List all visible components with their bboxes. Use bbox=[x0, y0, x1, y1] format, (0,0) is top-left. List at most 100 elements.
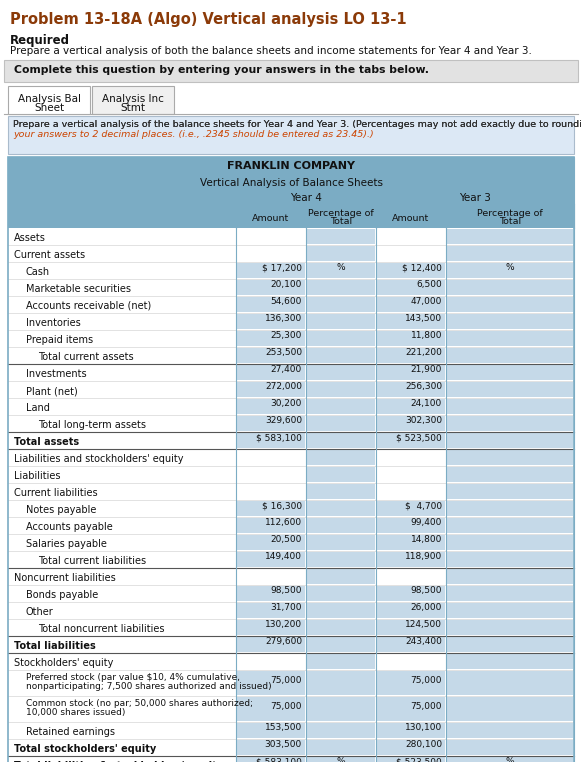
Bar bbox=[307, 365, 375, 380]
Text: Prepare a vertical analysis of the balance sheets for Year 4 and Year 3. (Percen: Prepare a vertical analysis of the balan… bbox=[13, 120, 582, 129]
Text: FRANKLIN COMPANY: FRANKLIN COMPANY bbox=[227, 161, 355, 171]
Text: Land: Land bbox=[26, 403, 50, 413]
Bar bbox=[8, 86, 90, 114]
Bar bbox=[447, 246, 573, 261]
Text: 25,300: 25,300 bbox=[271, 331, 302, 340]
Text: 329,600: 329,600 bbox=[265, 416, 302, 425]
Bar bbox=[377, 637, 445, 652]
Bar bbox=[8, 653, 574, 670]
Bar bbox=[237, 637, 305, 652]
Bar bbox=[377, 399, 445, 414]
Bar bbox=[307, 501, 375, 516]
Bar bbox=[8, 415, 574, 432]
Bar bbox=[447, 382, 573, 397]
Bar bbox=[307, 314, 375, 329]
Bar bbox=[8, 381, 574, 398]
Text: 256,300: 256,300 bbox=[405, 382, 442, 391]
Text: 243,400: 243,400 bbox=[405, 637, 442, 646]
Text: 149,400: 149,400 bbox=[265, 552, 302, 561]
Bar bbox=[237, 757, 305, 762]
Text: Retained earnings: Retained earnings bbox=[26, 727, 115, 737]
Bar bbox=[237, 297, 305, 312]
Text: Total liabilities & stockholders' equity: Total liabilities & stockholders' equity bbox=[14, 761, 223, 762]
Text: 130,100: 130,100 bbox=[404, 723, 442, 732]
Bar bbox=[377, 280, 445, 295]
Bar bbox=[8, 364, 574, 381]
Text: $ 16,300: $ 16,300 bbox=[262, 501, 302, 510]
Text: Total current assets: Total current assets bbox=[38, 352, 134, 362]
Bar bbox=[307, 229, 375, 244]
Bar bbox=[4, 60, 578, 82]
Bar bbox=[8, 432, 574, 449]
Bar bbox=[377, 433, 445, 448]
Bar bbox=[377, 297, 445, 312]
Text: Total long-term assets: Total long-term assets bbox=[38, 420, 146, 430]
Text: 279,600: 279,600 bbox=[265, 637, 302, 646]
Text: 11,800: 11,800 bbox=[410, 331, 442, 340]
Bar bbox=[8, 500, 574, 517]
Text: Total assets: Total assets bbox=[14, 437, 79, 447]
Bar bbox=[447, 671, 573, 695]
Text: 124,500: 124,500 bbox=[405, 620, 442, 629]
Text: Investments: Investments bbox=[26, 369, 87, 379]
Text: Salaries payable: Salaries payable bbox=[26, 539, 107, 549]
Text: Accounts receivable (net): Accounts receivable (net) bbox=[26, 301, 151, 311]
Text: Bonds payable: Bonds payable bbox=[26, 590, 98, 600]
Bar bbox=[447, 757, 573, 762]
Text: 153,500: 153,500 bbox=[265, 723, 302, 732]
Bar bbox=[237, 723, 305, 738]
Text: Common stock (no par; 50,000 shares authorized;: Common stock (no par; 50,000 shares auth… bbox=[26, 699, 253, 708]
Bar bbox=[307, 723, 375, 738]
Bar bbox=[307, 671, 375, 695]
Bar bbox=[447, 586, 573, 601]
Text: Inventories: Inventories bbox=[26, 318, 81, 328]
Bar bbox=[8, 619, 574, 636]
Bar bbox=[377, 263, 445, 278]
Bar bbox=[237, 671, 305, 695]
Bar bbox=[8, 739, 574, 756]
Bar bbox=[307, 280, 375, 295]
Text: 24,100: 24,100 bbox=[411, 399, 442, 408]
Bar bbox=[447, 740, 573, 755]
Bar bbox=[8, 157, 574, 175]
Bar bbox=[8, 279, 574, 296]
Text: $ 12,400: $ 12,400 bbox=[402, 263, 442, 272]
Text: 99,400: 99,400 bbox=[411, 518, 442, 527]
Text: 98,500: 98,500 bbox=[271, 586, 302, 595]
Bar bbox=[8, 245, 574, 262]
Bar bbox=[307, 697, 375, 721]
Bar bbox=[447, 484, 573, 499]
Text: %: % bbox=[506, 757, 514, 762]
Text: $ 523,500: $ 523,500 bbox=[396, 433, 442, 442]
Text: Required: Required bbox=[10, 34, 70, 47]
Text: $ 583,100: $ 583,100 bbox=[256, 757, 302, 762]
Text: nonparticipating; 7,500 shares authorized and issued): nonparticipating; 7,500 shares authorize… bbox=[26, 682, 272, 691]
Text: Marketable securities: Marketable securities bbox=[26, 284, 131, 294]
Bar bbox=[447, 697, 573, 721]
Bar bbox=[307, 297, 375, 312]
Bar bbox=[8, 568, 574, 585]
Text: Assets: Assets bbox=[14, 233, 46, 243]
Text: Problem 13-18A (Algo) Vertical analysis LO 13-1: Problem 13-18A (Algo) Vertical analysis … bbox=[10, 12, 407, 27]
Bar bbox=[92, 86, 174, 114]
Text: Preferred stock (par value $10, 4% cumulative,: Preferred stock (par value $10, 4% cumul… bbox=[26, 673, 240, 682]
Bar bbox=[447, 535, 573, 550]
Bar bbox=[237, 365, 305, 380]
Bar bbox=[377, 416, 445, 431]
Bar bbox=[447, 416, 573, 431]
Text: Total: Total bbox=[499, 217, 521, 226]
Bar bbox=[237, 697, 305, 721]
Text: 31,700: 31,700 bbox=[271, 603, 302, 612]
Text: 280,100: 280,100 bbox=[405, 740, 442, 749]
Text: 20,500: 20,500 bbox=[271, 535, 302, 544]
Text: Year 4: Year 4 bbox=[290, 193, 322, 203]
Bar bbox=[377, 757, 445, 762]
Bar bbox=[377, 518, 445, 533]
Bar bbox=[307, 518, 375, 533]
Text: Current liabilities: Current liabilities bbox=[14, 488, 98, 498]
Text: 54,600: 54,600 bbox=[271, 297, 302, 306]
Bar bbox=[377, 331, 445, 346]
Text: 75,000: 75,000 bbox=[410, 675, 442, 684]
Bar bbox=[237, 416, 305, 431]
Text: Prepaid items: Prepaid items bbox=[26, 335, 93, 345]
